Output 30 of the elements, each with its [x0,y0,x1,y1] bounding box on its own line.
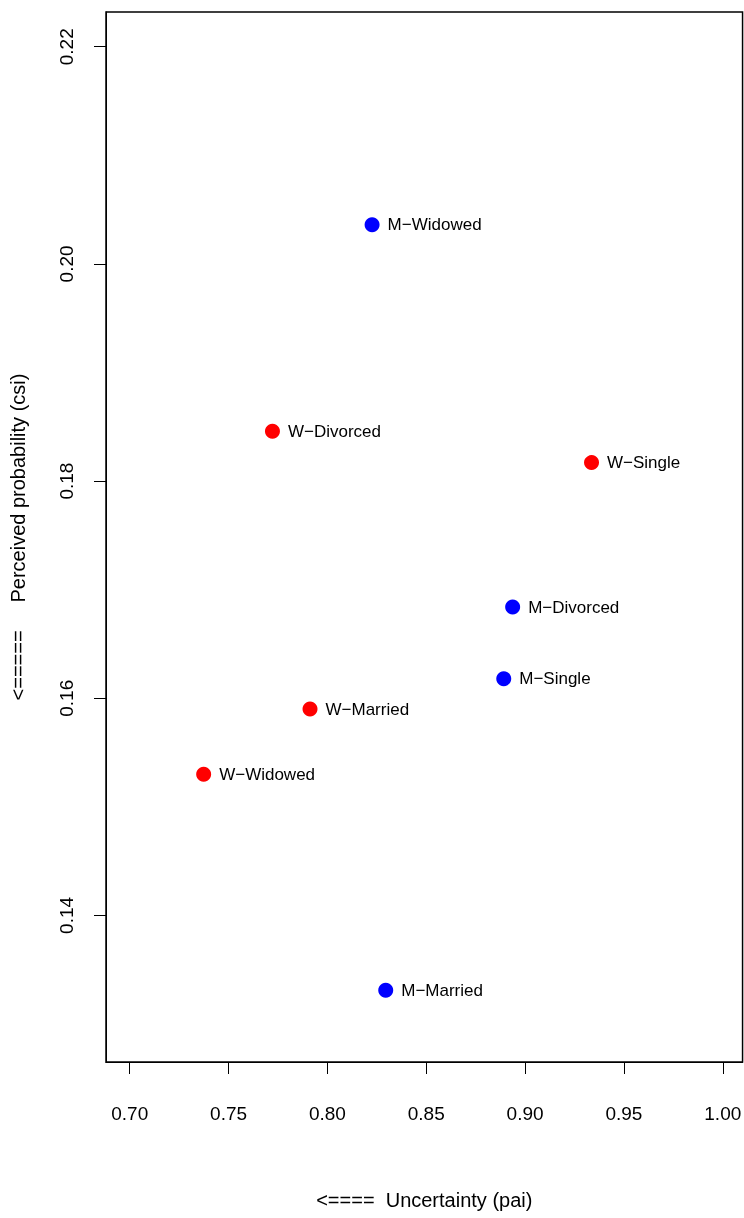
x-tick-label: 0.85 [407,1103,445,1124]
data-label: M−Divorced [528,597,620,617]
x-tick-label: 0.90 [506,1103,544,1124]
data-label: W−Single [607,453,681,473]
y-tick-label: 0.18 [56,462,77,500]
y-tick-label: 0.14 [56,896,77,934]
x-tick-label: 0.70 [111,1103,149,1124]
point [496,671,512,687]
y-tick-label: 0.16 [56,679,77,717]
y-tick-label: 0.20 [56,245,77,283]
point [196,766,212,782]
point [378,982,394,998]
point [264,423,280,439]
x-axis-title: <==== Uncertainty (pai) [316,1189,533,1211]
data-label: M−Widowed [387,215,482,235]
point [584,455,600,471]
x-tick-label: 1.00 [704,1103,742,1124]
y-tick-label: 0.22 [56,28,77,66]
y-axis-title: <===== Perceived probability (csi) [7,373,29,701]
x-tick-label: 0.80 [308,1103,346,1124]
point [364,217,380,233]
data-label: M−Married [401,980,483,1000]
x-tick-label: 0.75 [210,1103,248,1124]
point [302,701,318,717]
point [505,599,521,615]
data-label: M−Single [519,669,591,689]
x-tick-label: 0.95 [605,1103,643,1124]
data-label: W−Married [325,699,410,719]
data-label: W−Widowed [219,764,316,784]
data-label: W−Divorced [287,421,382,441]
